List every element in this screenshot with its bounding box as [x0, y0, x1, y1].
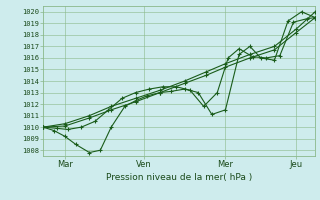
X-axis label: Pression niveau de la mer( hPa ): Pression niveau de la mer( hPa ) — [106, 173, 252, 182]
